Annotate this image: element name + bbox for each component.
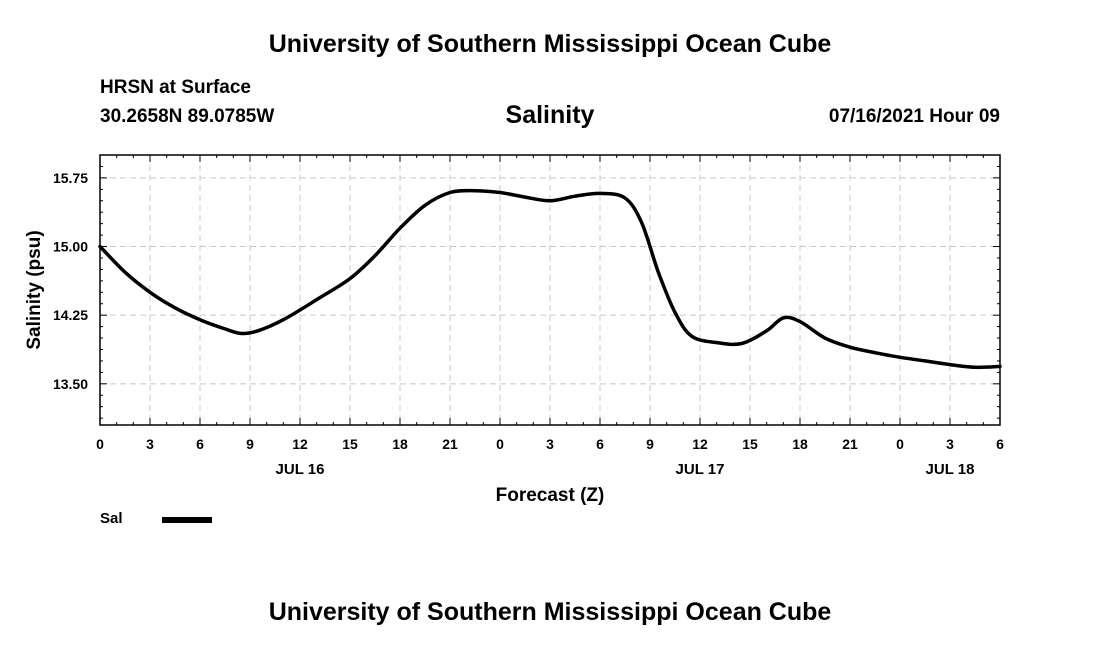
x-tick-label: 18 <box>392 436 408 452</box>
plot-frame <box>99 154 1001 426</box>
x-tick-label: 6 <box>996 436 1004 452</box>
x-tick-label: 21 <box>842 436 858 452</box>
y-tick-label: 15.75 <box>53 170 88 186</box>
x-tick-label: 21 <box>442 436 458 452</box>
station-coordinates: 30.2658N 89.0785W <box>100 106 275 127</box>
x-tick-label: 18 <box>792 436 808 452</box>
x-tick-label: 0 <box>896 436 904 452</box>
y-tick-label: 13.50 <box>53 376 88 392</box>
y-axis-label: Salinity (psu) <box>24 230 45 349</box>
y-tick-label: 14.25 <box>53 307 88 323</box>
axis-labels: 0 3 6 9 12 15 18 21 0 3 6 9 12 15 18 21 0 3 6 13.50 14.25 15.… <box>53 170 1004 478</box>
series-layer <box>98 188 1002 370</box>
day-label: JUL 16 <box>276 461 325 478</box>
x-axis-label: Forecast (Z) <box>496 485 605 506</box>
x-tick-label: 3 <box>146 436 154 452</box>
legend-label: Sal <box>100 510 123 527</box>
x-tick-label: 6 <box>596 436 604 452</box>
x-tick-label: 15 <box>742 436 758 452</box>
station-label: HRSN at Surface <box>100 77 251 98</box>
x-tick-label: 6 <box>196 436 204 452</box>
x-tick-label: 3 <box>946 436 954 452</box>
bottom-title: University of Southern Mississippi Ocean… <box>268 598 832 626</box>
grid-lines <box>100 155 1000 425</box>
y-tick-label: 15.00 <box>53 239 88 255</box>
top-title: University of Southern Mississippi Ocean… <box>268 30 832 58</box>
x-tick-label: 15 <box>342 436 358 452</box>
x-tick-label: 12 <box>292 436 308 452</box>
series-line-sal <box>98 188 1002 370</box>
x-tick-label: 0 <box>96 436 104 452</box>
forecast-datetime: 07/16/2021 Hour 09 <box>828 106 1000 127</box>
x-tick-label: 9 <box>246 436 254 452</box>
chart-title: Salinity <box>505 101 595 129</box>
x-tick-label: 3 <box>546 436 554 452</box>
x-tick-label: 9 <box>646 436 654 452</box>
x-tick-label: 0 <box>496 436 504 452</box>
x-tick-label: 12 <box>692 436 708 452</box>
day-label: JUL 18 <box>926 461 975 478</box>
day-label: JUL 17 <box>676 461 725 478</box>
legend-swatch <box>162 517 212 523</box>
